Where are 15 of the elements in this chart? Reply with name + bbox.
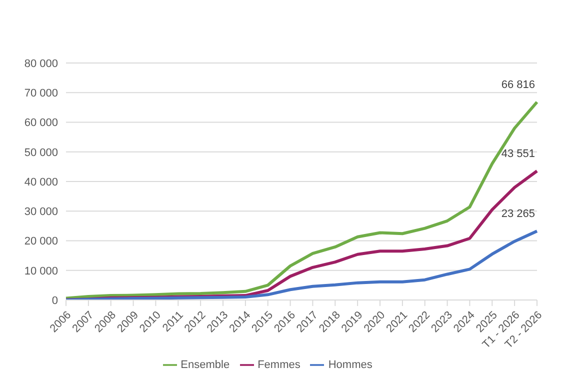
y-tick-label: 80 000	[24, 58, 58, 70]
legend-label: Ensemble	[180, 358, 230, 371]
y-tick-label: 40 000	[24, 176, 58, 188]
y-tick-label: 70 000	[24, 88, 58, 100]
y-tick-label: 60 000	[24, 117, 58, 130]
y-tick-label: 50 000	[24, 146, 58, 159]
data-label: 43 551	[501, 148, 535, 160]
legend-label: Femmes	[258, 358, 300, 371]
data-label: 23 265	[501, 208, 535, 220]
y-tick-label: 0	[52, 294, 58, 307]
y-tick-label: 10 000	[24, 265, 58, 278]
data-label: 66 816	[501, 79, 535, 92]
y-tick-label: 30 000	[24, 206, 58, 218]
legend-label: Hommes	[328, 358, 372, 371]
y-tick-label: 20 000	[24, 236, 58, 248]
